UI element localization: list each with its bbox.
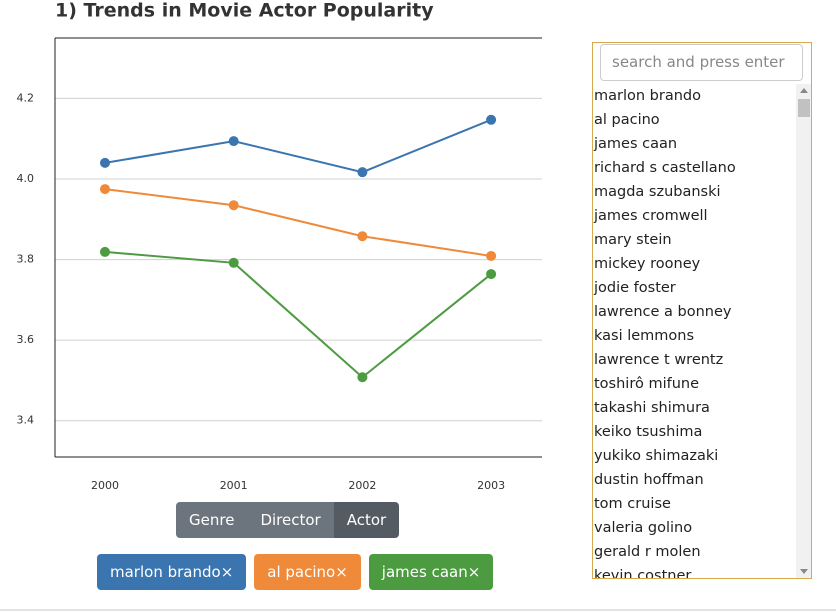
divider	[0, 609, 836, 611]
actor-item[interactable]: kevin costner	[594, 568, 692, 579]
data-point	[357, 231, 368, 242]
y-tick-label: 3.8	[17, 253, 35, 266]
y-tick-label: 4.2	[17, 91, 35, 104]
actor-item[interactable]: james cromwell	[594, 208, 708, 224]
x-tick-label: 2000	[91, 479, 119, 492]
actor-item[interactable]: magda szubanski	[594, 184, 721, 200]
legend-tag[interactable]: marlon brando×	[97, 554, 247, 590]
actor-item[interactable]: mickey rooney	[594, 256, 701, 272]
series-line	[104, 118, 492, 174]
y-tick-label: 3.4	[17, 414, 35, 427]
actor-item[interactable]: dustin hoffman	[594, 472, 704, 488]
search-input[interactable]: search and press enter	[600, 44, 803, 81]
actor-item[interactable]: marlon brando	[594, 88, 701, 104]
actor-item[interactable]: al pacino	[594, 112, 660, 128]
legend-tag[interactable]: james caan×	[368, 554, 494, 590]
series-line	[104, 250, 492, 379]
actor-item[interactable]: tom cruise	[594, 496, 671, 512]
legend-label: james caan	[381, 563, 468, 581]
y-tick-label: 4.0	[17, 172, 35, 185]
actor-item[interactable]: richard s castellano	[594, 160, 736, 176]
data-point	[228, 200, 239, 211]
data-point	[100, 157, 110, 168]
scrollbar-graphic	[798, 88, 810, 574]
actor-item[interactable]: james caan	[594, 136, 678, 152]
filter-button[interactable]: Genre	[176, 502, 248, 538]
actor-item[interactable]: mary stein	[594, 232, 672, 248]
chart: 1) Trends in Movie Actor Popularity 3.4 3…	[17, 0, 542, 492]
legend-tag[interactable]: al pacino×	[254, 554, 361, 590]
actor-item[interactable]: yukiko shimazaki	[594, 448, 719, 464]
data-point	[357, 372, 368, 383]
legend-label: al pacino	[267, 563, 336, 581]
actor-item[interactable]: lawrence t wrentz	[594, 352, 724, 368]
scrollbar[interactable]	[796, 84, 811, 578]
actor-list: marlon brando al pacino james caan richard …	[594, 84, 794, 579]
x-tick-label: 2002	[348, 479, 376, 492]
series-line	[104, 188, 492, 257]
data-point	[486, 114, 497, 125]
filter-button[interactable]: Director	[247, 502, 334, 538]
data-point	[100, 246, 110, 257]
x-tick-label: 2001	[220, 479, 248, 492]
actor-item[interactable]: takashi shimura	[594, 400, 710, 416]
actor-item[interactable]: toshirô mifune	[594, 376, 700, 392]
actor-panel: search and press enter marlon brando al p…	[592, 42, 812, 579]
filter-button[interactable]: Actor	[333, 502, 400, 538]
legend-label: marlon brando	[110, 563, 221, 581]
remove-icon[interactable]: ×	[467, 563, 481, 581]
data-point	[486, 269, 497, 280]
actor-item[interactable]: keiko tsushima	[594, 424, 703, 440]
selected-tags: marlon brando× al pacino× james caan×	[97, 554, 494, 590]
data-point	[357, 167, 368, 178]
filter-buttons: Genre Director Actor	[176, 502, 400, 538]
actor-item[interactable]: jodie foster	[594, 280, 676, 296]
data-point	[228, 257, 239, 268]
data-point	[228, 136, 239, 147]
remove-icon[interactable]: ×	[335, 563, 348, 581]
actor-item[interactable]: kasi lemmons	[594, 328, 695, 344]
chart-title: 1) Trends in Movie Actor Popularity	[55, 0, 434, 22]
remove-icon[interactable]: ×	[220, 563, 234, 581]
data-point	[486, 250, 497, 261]
x-tick-label: 2003	[477, 479, 505, 492]
actor-item[interactable]: valeria golino	[594, 520, 693, 536]
data-point	[100, 184, 110, 195]
actor-item[interactable]: lawrence a bonney	[594, 304, 732, 320]
y-tick-label: 3.6	[17, 333, 35, 346]
actor-item[interactable]: gerald r molen	[594, 544, 701, 560]
